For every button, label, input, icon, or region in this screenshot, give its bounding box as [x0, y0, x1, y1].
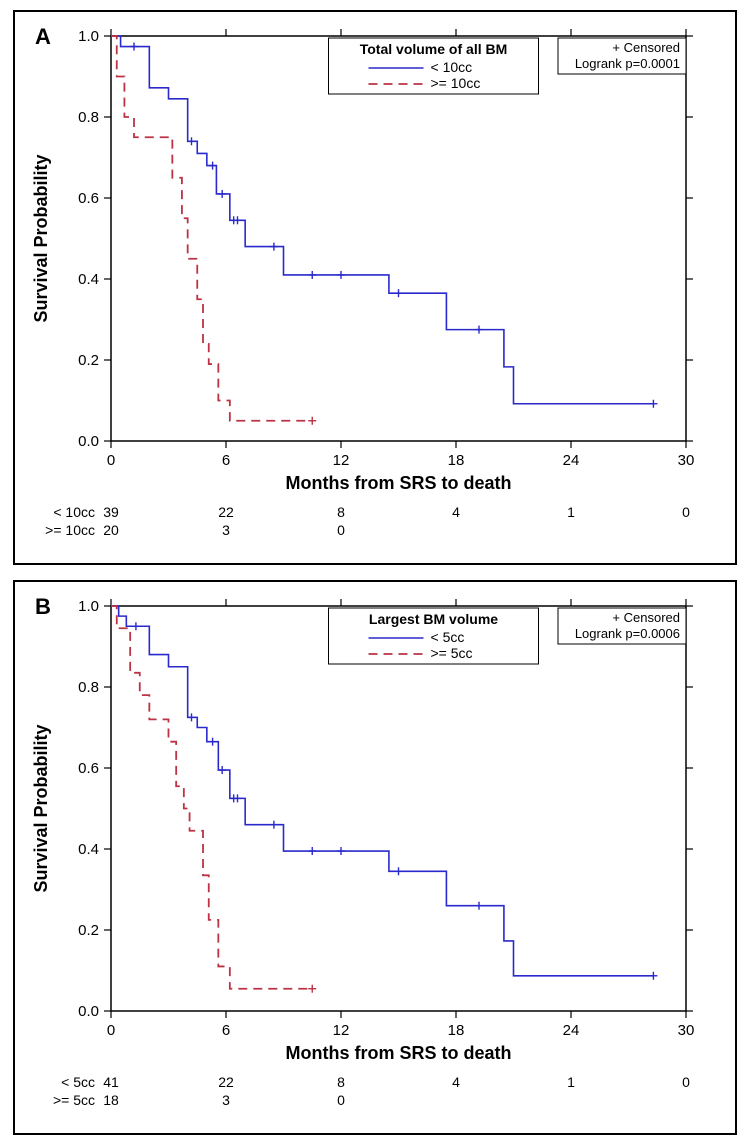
- plot-frame: [111, 36, 686, 441]
- censor-mark-low: [188, 137, 196, 145]
- risk-value-low: 0: [682, 1074, 690, 1090]
- y-tick-label: 1.0: [78, 598, 99, 615]
- censor-mark-low: [130, 43, 138, 51]
- censor-mark-low: [132, 622, 140, 630]
- censor-mark-low: [649, 972, 657, 980]
- legend-title: Largest BM volume: [369, 611, 498, 627]
- y-axis-label: Survival Probability: [31, 724, 51, 892]
- x-tick-label: 30: [678, 1022, 695, 1039]
- risk-value-low: 8: [337, 1074, 345, 1090]
- censor-mark-low: [270, 243, 278, 251]
- x-tick-label: 12: [333, 452, 350, 469]
- y-tick-label: 0.4: [78, 271, 99, 288]
- legend-title: Total volume of all BM: [360, 41, 508, 57]
- km-curve-high: [111, 36, 312, 421]
- risk-value-low: 8: [337, 504, 345, 520]
- x-tick-label: 24: [563, 1022, 580, 1039]
- y-tick-label: 0.4: [78, 841, 99, 858]
- y-tick-label: 1.0: [78, 28, 99, 45]
- plot-frame: [111, 606, 686, 1011]
- legend-item-high: >= 10cc: [431, 75, 481, 91]
- censor-mark-low: [337, 271, 345, 279]
- risk-value-low: 0: [682, 504, 690, 520]
- y-tick-label: 0.6: [78, 760, 99, 777]
- panel-letter: B: [35, 594, 51, 619]
- legend-item-low: < 10cc: [431, 59, 473, 75]
- x-tick-label: 0: [107, 452, 115, 469]
- censor-mark-low: [395, 289, 403, 297]
- risk-label-high: >= 10cc: [45, 522, 95, 538]
- legend-item-high: >= 5cc: [431, 645, 473, 661]
- risk-value-low: 4: [452, 504, 460, 520]
- censor-mark-low: [218, 190, 226, 198]
- y-tick-label: 0.6: [78, 190, 99, 207]
- panel-b: B0.00.20.40.60.81.00612182430Months from…: [13, 580, 737, 1135]
- risk-value-low: 22: [218, 504, 234, 520]
- risk-value-high: 3: [222, 1092, 230, 1108]
- risk-value-high: 20: [103, 522, 119, 538]
- censor-mark-low: [270, 821, 278, 829]
- y-tick-label: 0.2: [78, 922, 99, 939]
- stats-logrank: Logrank p=0.0006: [575, 626, 680, 641]
- risk-label-low: < 5cc: [61, 1074, 95, 1090]
- censor-mark-low: [218, 766, 226, 774]
- censor-mark-low: [475, 902, 483, 910]
- km-curve-high: [111, 606, 312, 989]
- censor-mark-low: [308, 271, 316, 279]
- y-axis-label: Survival Probability: [31, 154, 51, 322]
- stats-censored: + Censored: [612, 610, 680, 625]
- risk-value-low: 41: [103, 1074, 119, 1090]
- censor-mark-low: [234, 216, 242, 224]
- censor-mark-low: [337, 847, 345, 855]
- x-tick-label: 24: [563, 452, 580, 469]
- censor-mark-low: [649, 400, 657, 408]
- y-tick-label: 0.8: [78, 109, 99, 126]
- x-axis-label: Months from SRS to death: [286, 473, 512, 493]
- legend-item-low: < 5cc: [431, 629, 465, 645]
- risk-value-high: 0: [337, 1092, 345, 1108]
- risk-value-high: 3: [222, 522, 230, 538]
- x-tick-label: 0: [107, 1022, 115, 1039]
- stats-censored: + Censored: [612, 40, 680, 55]
- censor-mark-low: [308, 847, 316, 855]
- risk-value-low: 4: [452, 1074, 460, 1090]
- censor-mark-low: [475, 326, 483, 334]
- risk-value-low: 39: [103, 504, 119, 520]
- panel-a: A0.00.20.40.60.81.00612182430Months from…: [13, 10, 737, 565]
- risk-label-low: < 10cc: [53, 504, 95, 520]
- censor-mark-low: [209, 738, 217, 746]
- x-tick-label: 30: [678, 452, 695, 469]
- risk-label-high: >= 5cc: [53, 1092, 95, 1108]
- risk-value-low: 1: [567, 504, 575, 520]
- y-tick-label: 0.0: [78, 433, 99, 450]
- x-tick-label: 6: [222, 1022, 230, 1039]
- censor-mark-low: [395, 867, 403, 875]
- panel-letter: A: [35, 24, 51, 49]
- censor-mark-low: [188, 713, 196, 721]
- risk-value-high: 18: [103, 1092, 119, 1108]
- x-tick-label: 18: [448, 1022, 465, 1039]
- y-tick-label: 0.2: [78, 352, 99, 369]
- censor-mark-low: [209, 162, 217, 170]
- risk-value-low: 1: [567, 1074, 575, 1090]
- censor-mark-high: [308, 985, 316, 993]
- censor-mark-high: [308, 417, 316, 425]
- y-tick-label: 0.0: [78, 1003, 99, 1020]
- risk-value-low: 22: [218, 1074, 234, 1090]
- x-axis-label: Months from SRS to death: [286, 1043, 512, 1063]
- y-tick-label: 0.8: [78, 679, 99, 696]
- censor-mark-low: [234, 794, 242, 802]
- stats-logrank: Logrank p=0.0001: [575, 56, 680, 71]
- risk-value-high: 0: [337, 522, 345, 538]
- x-tick-label: 6: [222, 452, 230, 469]
- x-tick-label: 18: [448, 452, 465, 469]
- x-tick-label: 12: [333, 1022, 350, 1039]
